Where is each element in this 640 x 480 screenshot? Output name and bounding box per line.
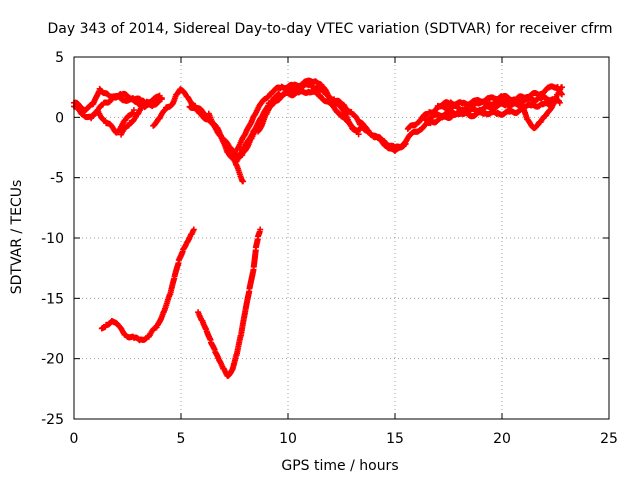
data-point [130,107,137,114]
data-point [558,91,565,98]
data-point [129,110,136,117]
series-track-1 [71,103,137,136]
data-point [240,178,247,185]
y-tick-label: -25 [41,412,64,428]
data-point [556,99,563,106]
y-tick-label: -15 [41,291,64,307]
series-track-15 [195,226,264,379]
series-track-14 [98,226,197,344]
x-tick-label: 20 [493,431,511,447]
data-point [190,226,197,233]
series-track-13 [434,83,565,110]
y-tick-label: -5 [50,171,64,187]
x-tick-label: 10 [279,431,297,447]
y-tick-label: -20 [41,352,64,368]
x-tick-label: 15 [386,431,404,447]
plot-frame [73,56,610,420]
series-track-8 [233,77,362,153]
y-tick-label: 0 [55,110,64,126]
y-tick-label: 5 [55,50,64,66]
x-axis-label: GPS time / hours [281,458,398,474]
y-tick-label: -10 [41,231,64,247]
series-track-5 [150,86,247,185]
x-tick-label: 25 [600,431,618,447]
data-point [158,96,165,103]
data-points [71,77,565,379]
x-tick-label: 5 [177,431,186,447]
y-axis-label: SDTVAR / TECUs [9,180,25,295]
data-point [257,226,264,233]
axis-ticks: 0 5 10 15 20 25 -25 -20 -15 -10 -5 0 5 [41,50,618,447]
chart-title: Day 343 of 2014, Sidereal Day-to-day VTE… [48,21,613,37]
x-tick-label: 0 [70,431,79,447]
series-track-4 [118,94,165,138]
